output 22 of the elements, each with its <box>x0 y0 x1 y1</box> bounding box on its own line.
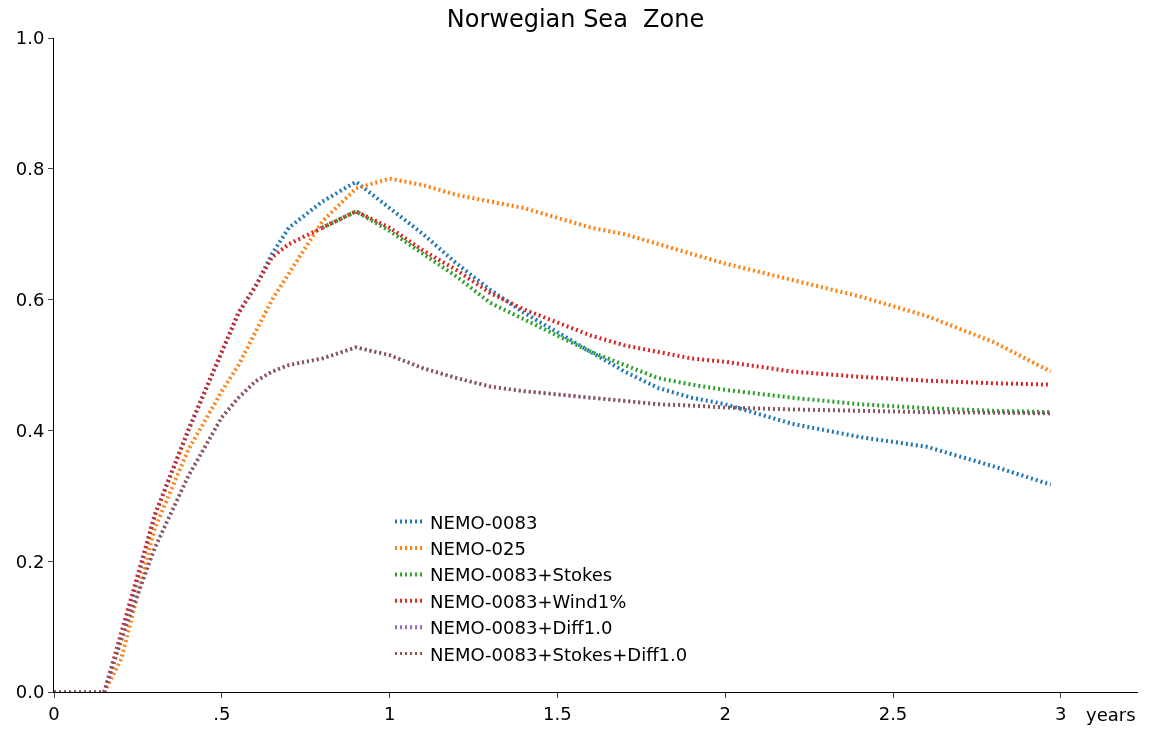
y-tick-label: 0.6 <box>15 288 45 310</box>
legend-label: NEMO-0083+Diff1.0 <box>430 617 613 639</box>
legend-label: NEMO-0083+Stokes+Diff1.0 <box>430 643 688 665</box>
x-tick-label: .5 <box>213 702 231 724</box>
x-tick-label: 1.5 <box>543 702 572 724</box>
y-tick-label: 0.2 <box>15 550 45 572</box>
y-tick-label: 1.0 <box>15 27 45 49</box>
x-tick-label: 2.5 <box>878 702 908 724</box>
x-tick-label: 1 <box>383 702 396 724</box>
chart-title: Norwegian Sea Zone <box>446 4 705 33</box>
legend-label: NEMO-0083+Wind1% <box>430 590 627 612</box>
y-tick-label: 0.0 <box>15 681 45 703</box>
x-tick-label: 2 <box>719 702 731 724</box>
legend-label: NEMO-025 <box>430 538 526 559</box>
x-tick-label: 3 <box>1055 702 1067 724</box>
line-series <box>54 345 1053 692</box>
y-tick-label: 0.4 <box>15 419 45 441</box>
y-tick-label: 0.8 <box>15 158 45 180</box>
legend-label: NEMO-0083 <box>430 511 538 533</box>
x-tick-label: 0 <box>48 702 60 724</box>
x-axis-title: years <box>1086 704 1136 725</box>
legend-label: NEMO-0083+Stokes <box>430 564 613 586</box>
